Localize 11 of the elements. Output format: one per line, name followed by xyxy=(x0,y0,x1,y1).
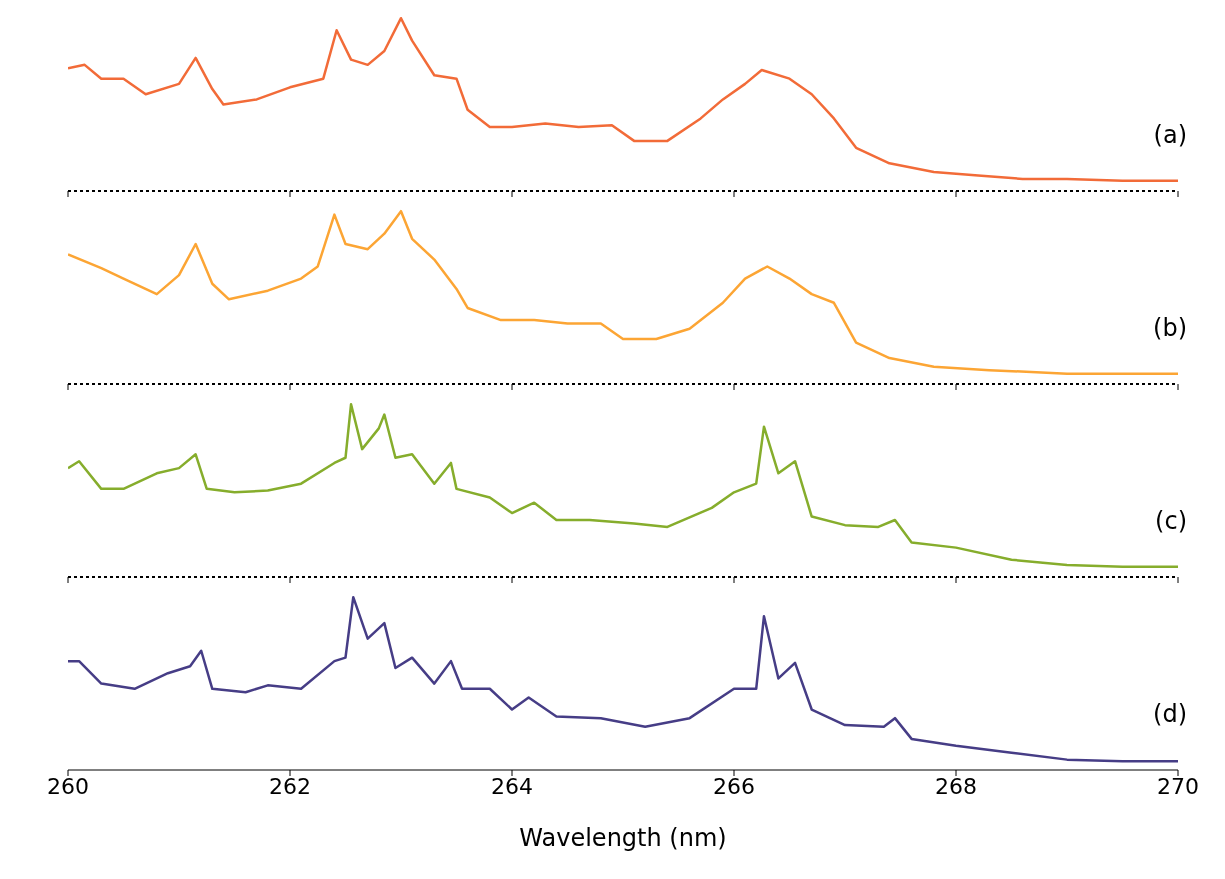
x-tick-label: 264 xyxy=(491,773,533,799)
x-tick-label: 260 xyxy=(47,773,89,799)
x-tick-label: 268 xyxy=(935,773,977,799)
annotation: (a) xyxy=(1153,121,1187,149)
annotation: (c) xyxy=(1155,507,1187,535)
annotation: (b) xyxy=(1153,314,1187,342)
x-tick-label: 262 xyxy=(269,773,311,799)
x-axis-title: Wavelength (nm) xyxy=(519,824,727,852)
x-tick-label: 266 xyxy=(713,773,755,799)
annotation: (d) xyxy=(1153,700,1187,728)
x-tick-label: 270 xyxy=(1157,773,1199,799)
